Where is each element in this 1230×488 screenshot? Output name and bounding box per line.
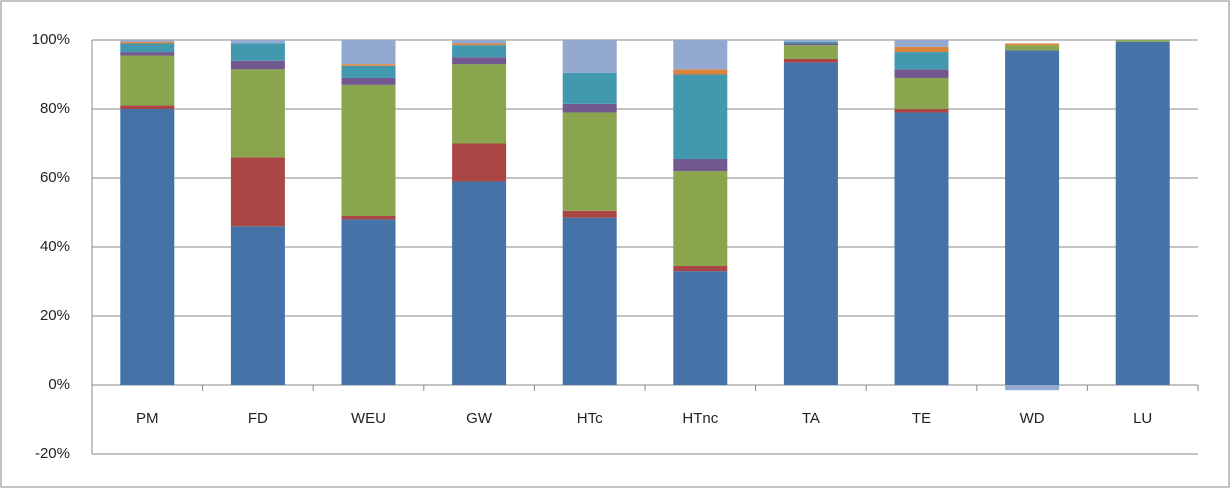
bar-segment: [341, 65, 396, 78]
bar-segment: [894, 69, 949, 78]
x-tick-label: WD: [1020, 410, 1045, 427]
bar-segment: [673, 171, 728, 266]
x-tick-label: GW: [466, 410, 493, 427]
bar-segment: [673, 265, 728, 272]
bar-segment: [120, 43, 175, 53]
x-tick-label: FD: [248, 410, 268, 427]
bar-segment: [341, 77, 396, 85]
bar-segment: [783, 62, 838, 386]
bar-segment: [341, 64, 396, 66]
bar-segment: [230, 157, 285, 227]
bar-segment: [341, 215, 396, 220]
bar-segment: [452, 64, 507, 144]
bar-segment: [452, 57, 507, 65]
bar-segment: [894, 109, 949, 113]
bar-segment: [562, 217, 617, 385]
y-tick-label: 80%: [40, 100, 70, 117]
bar-segment: [230, 60, 285, 70]
bar-segment: [562, 72, 617, 104]
bar-segment: [673, 159, 728, 172]
bar-segment: [230, 69, 285, 158]
bar-segment: [673, 40, 728, 70]
y-tick-label: 0%: [48, 376, 70, 393]
y-tick-label: -20%: [35, 445, 70, 462]
x-tick-label: TE: [912, 410, 931, 427]
bar-segment: [562, 40, 617, 73]
bar-segment: [1115, 40, 1170, 42]
bar-segment: [783, 43, 838, 46]
bar-segment: [452, 40, 507, 44]
bar-segment: [1005, 43, 1060, 46]
bar-segment: [673, 74, 728, 160]
bar-segment: [120, 109, 175, 385]
x-tick-label: HTc: [577, 410, 603, 427]
bar-segment: [452, 45, 507, 58]
y-tick-label: 40%: [40, 238, 70, 255]
x-tick-label: TA: [802, 410, 820, 427]
y-tick-label: 60%: [40, 169, 70, 186]
bar-segment: [894, 52, 949, 70]
bar-segment: [452, 43, 507, 46]
bar-segment: [341, 219, 396, 385]
y-tick-label: 100%: [32, 31, 70, 48]
bar-segment: [783, 45, 838, 59]
bar-segment: [120, 41, 175, 44]
bar-segment: [1115, 41, 1170, 385]
bar-segment: [673, 69, 728, 75]
bar-segment: [1005, 385, 1060, 391]
bar-segment: [783, 41, 838, 44]
bar-segment: [1005, 50, 1060, 385]
x-tick-label: HTnc: [682, 410, 718, 427]
bar-segment: [562, 103, 617, 113]
y-tick-label: 20%: [40, 307, 70, 324]
bar-segment: [120, 52, 175, 56]
bar-segment: [783, 58, 838, 63]
bar-segment: [673, 271, 728, 385]
bar-segment: [120, 55, 175, 106]
bar-segment: [1005, 45, 1060, 51]
bar-segment: [562, 112, 617, 211]
bar-segment: [120, 40, 175, 42]
bar-segment: [452, 181, 507, 385]
bar-segment: [120, 105, 175, 109]
x-tick-label: PM: [136, 410, 159, 427]
bar-segment: [452, 143, 507, 182]
bar-segment: [341, 84, 396, 216]
bar-segment: [562, 210, 617, 218]
x-tick-label: LU: [1133, 410, 1152, 427]
x-tick-label: WEU: [351, 410, 386, 427]
bar-segment: [894, 77, 949, 109]
bar-segment: [230, 40, 285, 44]
bar-segment: [341, 40, 396, 65]
bar-segment: [894, 112, 949, 385]
bar-segment: [230, 43, 285, 61]
bar-segment: [783, 40, 838, 42]
bar-segment: [894, 40, 949, 47]
bar-segment: [230, 226, 285, 385]
bar-segment: [894, 46, 949, 53]
